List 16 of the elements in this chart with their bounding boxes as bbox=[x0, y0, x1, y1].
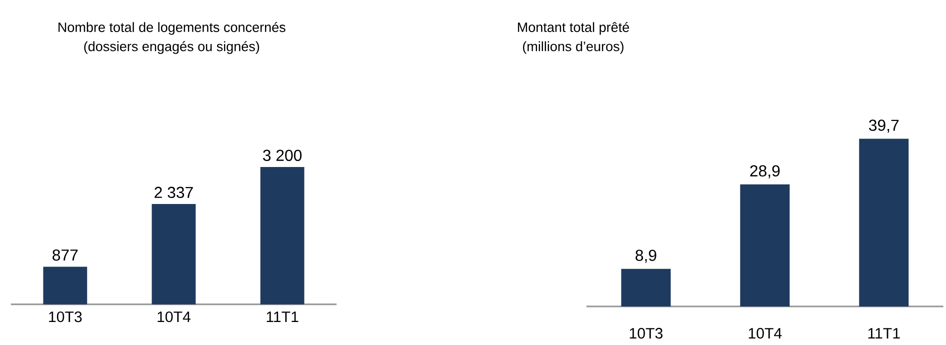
data-label: 39,7 bbox=[869, 120, 899, 133]
x-tick-label: 10T4 bbox=[158, 311, 191, 322]
chart-title: Nombre total de logements concernés bbox=[58, 22, 286, 35]
x-tick-label: 11T1 bbox=[266, 312, 298, 322]
x-tick-label: 10T3 bbox=[49, 311, 82, 322]
data-label: 28,9 bbox=[750, 165, 780, 178]
data-label: 3 200 bbox=[263, 150, 302, 162]
x-tick-label: 11T1 bbox=[868, 328, 900, 338]
x-tick-label: 10T4 bbox=[748, 328, 782, 339]
data-label: 8,9 bbox=[636, 250, 656, 263]
chart-subtitle: (millions d’euros) bbox=[522, 41, 624, 54]
data-label: 877 bbox=[52, 249, 78, 261]
x-tick-label: 10T3 bbox=[630, 328, 663, 339]
data-label: 2 337 bbox=[154, 186, 193, 198]
chart-subtitle: (dossiers engagés ou signés) bbox=[84, 41, 260, 54]
chart-title: Montant total prêté bbox=[518, 22, 630, 35]
